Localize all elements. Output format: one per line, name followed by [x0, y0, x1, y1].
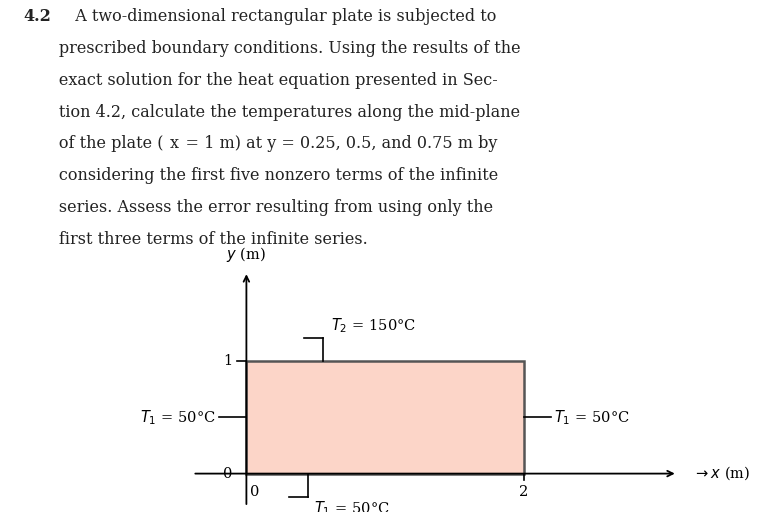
Text: prescribed boundary conditions. Using the results of the: prescribed boundary conditions. Using th…	[23, 40, 521, 57]
Text: $\rightarrow$$x$ (m): $\rightarrow$$x$ (m)	[693, 465, 751, 482]
Text: 0: 0	[223, 466, 233, 481]
Text: considering the first five nonzero terms of the infinite: considering the first five nonzero terms…	[23, 167, 498, 184]
Text: A two-dimensional rectangular plate is subjected to: A two-dimensional rectangular plate is s…	[65, 8, 497, 25]
Text: 1: 1	[223, 354, 233, 368]
Text: 0: 0	[250, 485, 259, 499]
Text: exact solution for the heat equation presented in Sec-: exact solution for the heat equation pre…	[23, 72, 498, 89]
Text: 2: 2	[519, 485, 528, 499]
Text: series. Assess the error resulting from using only the: series. Assess the error resulting from …	[23, 199, 494, 216]
Text: $T_2$ = 150°C: $T_2$ = 150°C	[331, 316, 416, 335]
Text: tion 4.2, calculate the temperatures along the mid-plane: tion 4.2, calculate the temperatures alo…	[23, 103, 521, 121]
Text: first three terms of the infinite series.: first three terms of the infinite series…	[23, 231, 368, 248]
Text: $T_1$ = 50°C: $T_1$ = 50°C	[140, 408, 216, 426]
Text: $T_1$ = 50°C: $T_1$ = 50°C	[314, 499, 390, 512]
Text: 4.2: 4.2	[23, 8, 51, 25]
Text: $y$ (m): $y$ (m)	[226, 245, 266, 264]
Bar	[246, 361, 524, 474]
Text: of the plate (  x  = 1 m) at y = 0.25, 0.5, and 0.75 m by: of the plate ( x = 1 m) at y = 0.25, 0.5…	[23, 136, 497, 153]
Text: $T_1$ = 50°C: $T_1$ = 50°C	[554, 408, 630, 426]
